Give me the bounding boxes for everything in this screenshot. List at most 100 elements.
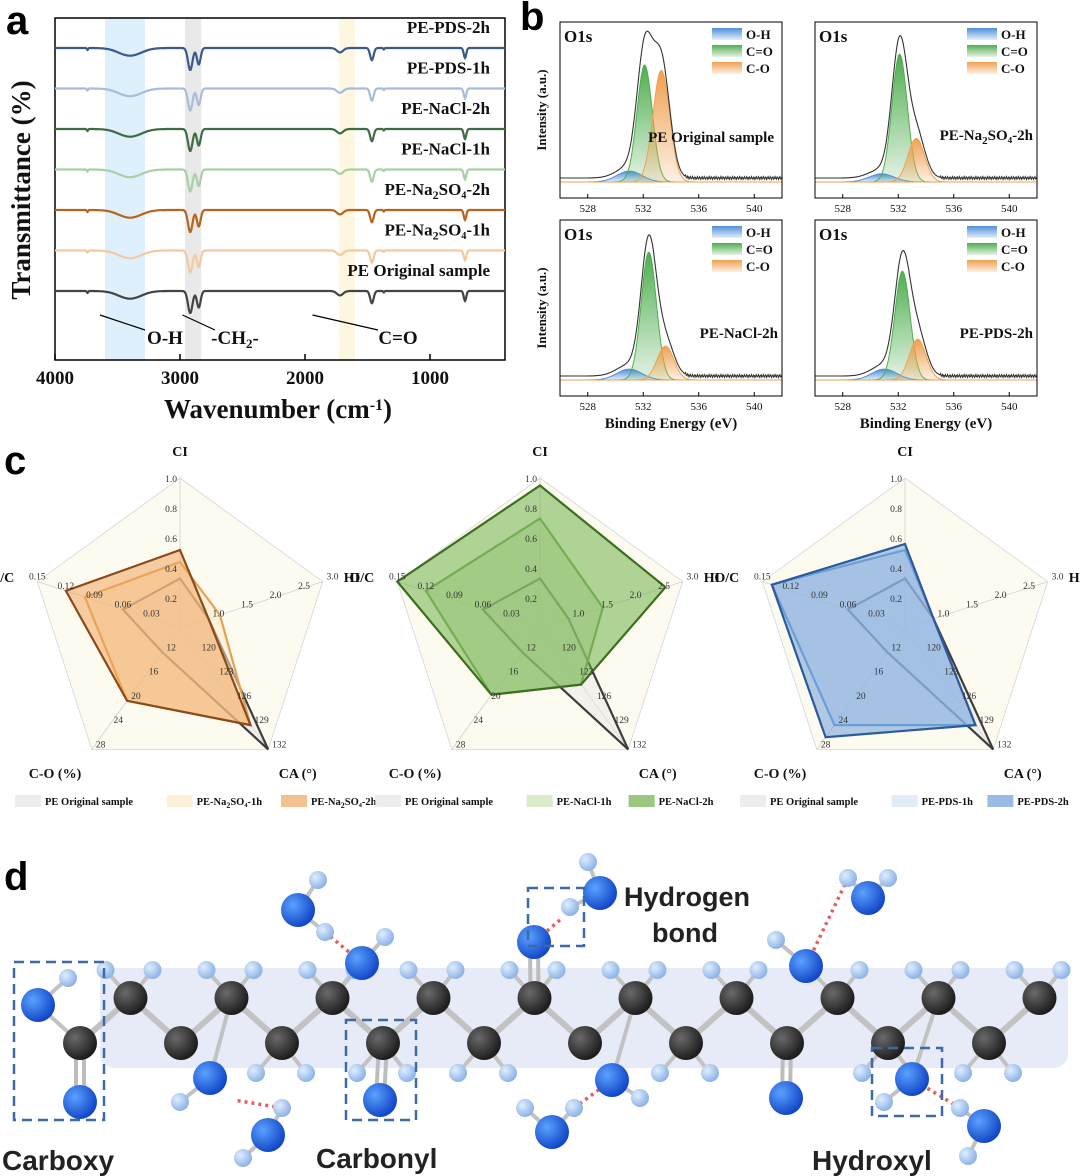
carbon-atom [265,1026,299,1060]
hydrogen-atom [449,1064,467,1082]
xps-tick-label: 528 [835,203,852,215]
radar-axis-name: O/C [349,571,374,586]
legend-swatch-C=O [712,45,742,57]
panel-d-schematic [12,853,1071,1167]
radar-tick: 126 [962,692,977,702]
radar-legend-label: PE-Na2SO₄-1h [197,797,263,810]
radar-axis-name: CI [897,445,913,460]
oxygen-atom [851,881,885,915]
radar-tick: 0.12 [58,582,75,592]
legend-swatch-O-H [712,28,742,40]
radar-chart-1: 0.2 0.4 0.6 0.8 1.0 CI 1.0 1.5 2.0 2.5 3.0 HI 120 123… [349,445,720,808]
legend-swatch-C-O [712,62,742,74]
radar-tick: 2.0 [630,591,642,601]
hydrogen-atom [767,931,785,949]
legend-label-C=O: C=O [746,44,773,59]
hydrogen-atom [1052,961,1071,979]
radar-tick: 0.6 [165,535,177,545]
panel-label-c: c [4,439,26,483]
carbon-atom [416,981,451,1015]
radar-legend-label: PE-PDS-1h [922,797,973,808]
radar-legend-swatch [526,795,553,807]
radar-tick: 2.5 [658,582,670,592]
hydrogen-atom [247,1064,265,1082]
radar-legend-label: PE Original sample [770,797,858,808]
radar-tick: 0.03 [503,610,520,620]
carbon-atom [467,1026,501,1060]
carbon-atom [820,981,855,1015]
radar-tick: 132 [632,740,647,750]
carbon-atom [719,981,754,1015]
hydrogen-atom [749,961,768,979]
xps-y-label: Intensity (a.u.) [534,267,549,348]
series-label-6: PE Original sample [347,261,490,280]
legend-swatch-C=O [967,243,997,255]
xps-title: O1s [819,27,848,46]
x-axis-label: Wavenumber (cm-1) [164,394,392,424]
xps-envelope [560,234,783,379]
radar-tick: 20 [856,692,866,702]
radar-axis-name: HI [704,571,720,586]
band-0 [105,18,145,360]
radar-axis-name: HI [1069,571,1080,586]
radar-legend-swatch [740,795,766,807]
panel-label-a: a [6,0,29,43]
hydrogen-atom [631,1089,649,1107]
radar-tick: 12 [891,643,901,653]
legend-swatch-O-H [712,226,742,238]
plot-frame-a [54,17,506,361]
radar-tick: 2.0 [270,591,282,601]
series-label-2: PE-NaCl-2h [401,99,490,118]
xps-peak-C-O [560,345,782,381]
radar-axis-name: CA (°) [279,767,317,782]
oxygen-atom [595,1063,629,1097]
xps-subplot-2: 528 532 536 540 O1s O-H C=O C-O PE-NaCl-2h Intens… [534,219,783,413]
radar-series-2 [395,484,668,696]
radar-tick: 0.12 [783,582,800,592]
xps-sample-label: PE-PDS-2h [960,326,1034,342]
xps-tick-label: 536 [946,203,963,215]
radar-tick: 132 [272,740,287,750]
xps-frame [814,21,1038,199]
radar-tick: 129 [615,716,630,726]
hydrogen-atom [565,1099,583,1117]
oxygen-atom [583,876,617,910]
legend-label-C-O: C-O [746,61,770,76]
oxygen-atom [895,1062,929,1096]
radar-axis-name: HI [344,571,360,586]
hydrogen-atom [853,1064,871,1082]
oxygen-atom [21,988,55,1022]
oxygen-atom [769,1081,803,1115]
label-hydrogen-bond-2: bond [652,918,718,948]
xps-subplot-1: 528 532 536 540 O1s O-H C=O C-O PE-Na2SO₄-2h [814,21,1038,215]
xps-envelope [815,34,1038,181]
xps-tick-label: 540 [1001,401,1018,413]
y-axis-label: Transmittance (%) [6,80,36,299]
radar-axis-name: CA (°) [639,767,677,782]
radar-tick: 0.12 [418,582,435,592]
hydrogen-atom [648,961,667,979]
radar-tick: 0.4 [165,565,177,575]
carbon-atom [669,1026,703,1060]
hydrogen-atom [309,871,327,889]
hydrogen-atom [348,1064,366,1082]
radar-legend-swatch [987,795,1014,807]
radar-tick: 16 [509,668,519,678]
annotation-line-0 [99,314,146,331]
radar-axis-name: O/C [714,571,739,586]
radar-tick: 24 [473,716,483,726]
carbon-atom [315,981,350,1015]
radar-tick: 129 [255,716,270,726]
radar-chart-2: 0.2 0.4 0.6 0.8 1.0 CI 1.0 1.5 2.0 2.5 3.0 HI 120 123… [714,445,1080,808]
radar-tick: 0.03 [143,610,160,620]
ftir-curve-4 [55,208,505,233]
xps-tick-label: 536 [691,203,708,215]
oxygen-atom [193,1061,227,1095]
ftir-curve-3 [55,168,505,193]
radar-legend-swatch [166,795,193,807]
xps-x-label-right: Binding Energy (eV) [860,416,993,432]
radar-tick: 0.09 [86,591,103,601]
hydrogen-atom [951,1099,969,1117]
xps-x-label-left: Binding Energy (eV) [605,416,738,432]
hydrogen-atom [197,961,216,979]
